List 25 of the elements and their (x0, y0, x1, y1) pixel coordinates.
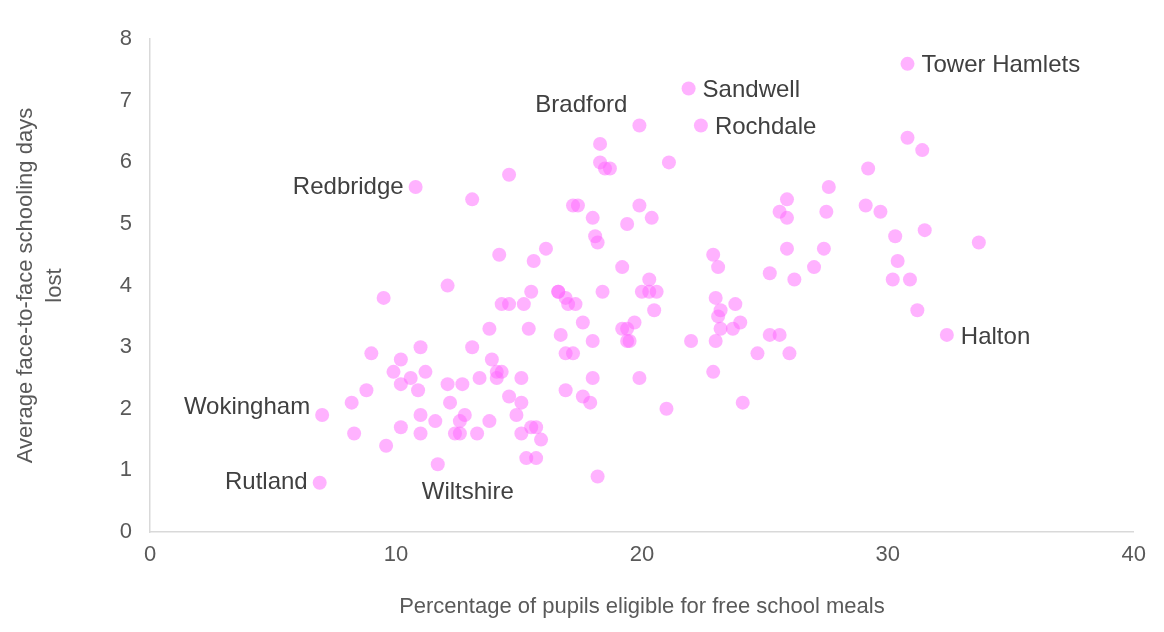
x-tick-label: 20 (629, 541, 655, 567)
y-tick-label: 8 (119, 25, 132, 51)
y-axis-title: Average face-to-face schooling days lost (12, 107, 66, 464)
y-tick-label: 5 (119, 210, 132, 236)
x-tick-label: 40 (1121, 541, 1147, 567)
annotation: Wokingham (183, 391, 311, 419)
annotation: Halton (960, 321, 1031, 349)
y-tick-label: 1 (119, 456, 132, 482)
annotation: Bradford (535, 90, 628, 118)
y-tick-label: 7 (119, 86, 132, 112)
annotation: Redbridge (292, 171, 404, 199)
y-tick-label: 4 (119, 271, 132, 297)
x-axis-title: Percentage of pupils eligible for free school meals (399, 592, 885, 618)
y-tick-label: 3 (119, 333, 132, 359)
y-tick-label: 0 (119, 518, 132, 544)
annotation: Rutland (224, 467, 308, 495)
x-tick-label: 10 (383, 541, 409, 567)
y-tick-label: 6 (119, 148, 132, 174)
annotation: Wiltshire (421, 476, 514, 504)
y-tick-label: 2 (119, 394, 132, 420)
x-tick-label: 0 (143, 541, 157, 567)
annotation: Tower Hamlets (921, 50, 1081, 78)
x-tick-label: 30 (875, 541, 901, 567)
annotation: Rochdale (714, 112, 817, 140)
annotation: Sandwell (702, 75, 801, 103)
